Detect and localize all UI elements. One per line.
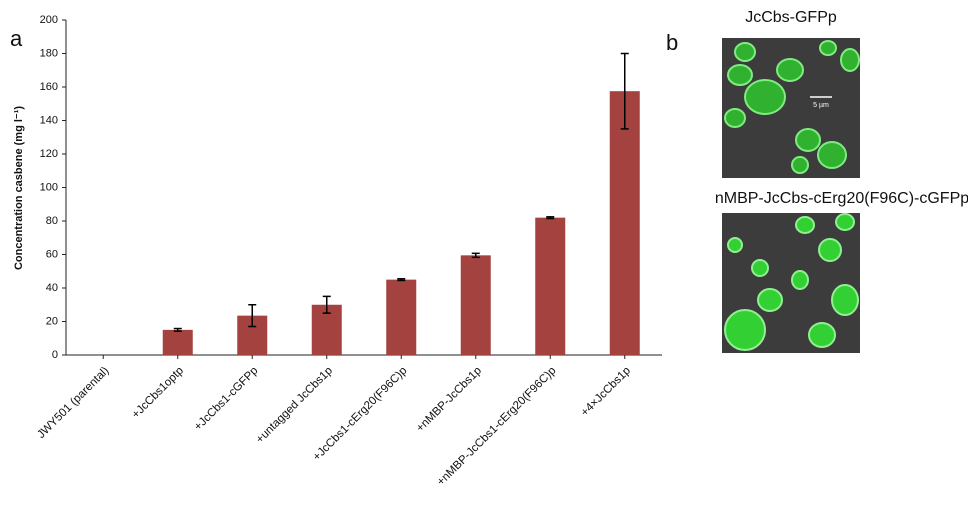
bar: [535, 218, 565, 355]
bar: [386, 280, 416, 355]
y-tick-label: 40: [46, 282, 58, 294]
bar: [163, 330, 193, 355]
scale-bar-label: 5 µm: [813, 102, 829, 109]
x-tick-label: JWY501 (parental): [35, 365, 111, 441]
bar: [461, 255, 491, 355]
y-tick-label: 160: [40, 81, 58, 93]
x-tick-label: +untagged JcCbs1p: [254, 365, 335, 446]
micrograph: [722, 213, 860, 353]
x-tick-label: +nMBP-JcCbs1p: [414, 365, 484, 435]
x-tick-label: +4×JcCbs1p: [579, 365, 633, 419]
panel-label: b: [666, 30, 678, 55]
y-tick-label: 60: [46, 248, 58, 260]
y-tick-label: 0: [52, 349, 58, 361]
y-tick-label: 140: [40, 114, 58, 126]
y-tick-label: 100: [40, 181, 58, 193]
image-title: JcCbs-GFPp: [745, 9, 837, 26]
x-tick-label: +nMBP-JcCbs1-cErg20(F96C)p: [435, 365, 559, 489]
panel-label: a: [10, 26, 23, 51]
micrograph: 5 µm: [722, 38, 860, 178]
figure: a Concentration casbene (mg l⁻¹) b JcCbs…: [0, 0, 968, 521]
y-axis-label: Concentration casbene (mg l⁻¹): [13, 106, 25, 270]
y-tick-label: 200: [40, 14, 58, 26]
y-tick-label: 120: [40, 148, 58, 160]
y-tick-label: 180: [40, 47, 58, 59]
image-title: nMBP-JcCbs-cErg20(F96C)-cGFPp: [715, 190, 968, 207]
bar: [610, 91, 640, 355]
y-tick-label: 80: [46, 215, 58, 227]
x-tick-label: +JcCbs1optp: [130, 365, 186, 421]
x-tick-label: +JcCbs1-cGFPp: [192, 365, 260, 433]
y-tick-label: 20: [46, 315, 58, 327]
